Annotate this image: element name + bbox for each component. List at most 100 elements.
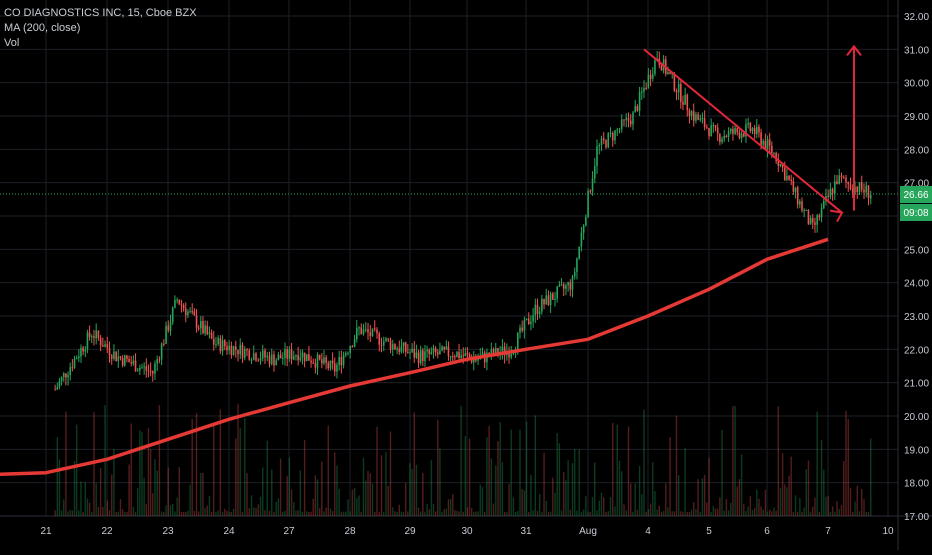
volume-bar xyxy=(347,499,349,516)
candle-body xyxy=(78,356,80,359)
candle-body xyxy=(382,341,385,346)
candle-body xyxy=(93,336,95,339)
candle-body xyxy=(805,209,808,211)
candle-body xyxy=(510,354,513,358)
volume-bar xyxy=(486,437,488,516)
volume-bar xyxy=(571,463,574,516)
candle-body xyxy=(394,344,396,350)
candle-body xyxy=(809,217,812,225)
x-axis[interactable]: 21 22 23 24 27 28 29 30 31 Aug 4 5 6 7 10 xyxy=(40,526,894,537)
volume-bar xyxy=(867,511,870,516)
candle-body xyxy=(675,90,678,93)
candle-body xyxy=(847,182,850,185)
volume-bar xyxy=(160,511,163,516)
candle-body xyxy=(281,357,284,359)
volume-bar xyxy=(847,419,849,516)
candle-body xyxy=(647,74,650,88)
volume-bar xyxy=(605,511,607,516)
volume-bar xyxy=(288,457,291,516)
candle-body xyxy=(796,187,799,205)
volume-bar xyxy=(121,509,124,516)
volume-bar xyxy=(499,422,501,516)
breakout-arrowhead xyxy=(846,44,862,56)
candle-body xyxy=(596,146,598,166)
candle-body xyxy=(167,325,170,331)
candle-body xyxy=(565,285,567,289)
candle-body xyxy=(176,299,178,301)
candle-body xyxy=(115,351,117,361)
candle-body xyxy=(716,127,719,134)
volume-bar xyxy=(88,502,91,516)
volume-bar xyxy=(204,507,206,516)
volume-bar xyxy=(321,461,323,516)
candle-body xyxy=(756,126,758,135)
symbol-title[interactable]: CO DIAGNOSTICS INC, 15, Cboe BZX xyxy=(4,7,197,19)
volume-bar xyxy=(658,505,661,516)
volume-bar xyxy=(652,462,654,516)
candle-body xyxy=(409,352,411,354)
y-tick-label: 25.00 xyxy=(904,245,929,256)
volume-bar xyxy=(775,510,777,516)
volume-bar xyxy=(470,507,473,516)
candle-body xyxy=(208,332,211,335)
volume-bar xyxy=(706,502,708,516)
candle-body xyxy=(314,363,317,368)
volume-bar xyxy=(523,490,526,516)
volume-bar xyxy=(849,487,852,516)
volume-bar xyxy=(358,495,360,516)
volume-bar xyxy=(530,474,532,516)
volume-bar xyxy=(219,409,222,516)
volume-bar xyxy=(84,482,86,516)
volume-bar xyxy=(454,510,456,516)
volume-bar xyxy=(723,510,725,516)
volume-bar xyxy=(747,506,749,516)
candle-body xyxy=(562,284,565,289)
volume-bar xyxy=(756,489,758,516)
x-tick-label: 22 xyxy=(101,526,113,537)
volume-bar xyxy=(614,506,616,516)
candle-body xyxy=(396,348,398,350)
volume-bar xyxy=(786,487,788,516)
volume-bar xyxy=(725,499,728,516)
volume-indicator-label[interactable]: Vol xyxy=(4,37,20,49)
x-tick-label: 27 xyxy=(283,526,295,537)
volume-bar xyxy=(556,433,558,516)
volume-bar xyxy=(71,510,74,516)
candle-body xyxy=(560,284,563,286)
candle-body xyxy=(501,346,504,353)
volume-bar xyxy=(594,462,596,516)
volume-bar xyxy=(65,411,67,516)
volume-bar xyxy=(394,511,396,516)
candle-body xyxy=(602,138,605,141)
volume-bar xyxy=(108,509,111,516)
candle-body xyxy=(684,94,686,105)
volume-bar xyxy=(439,448,441,516)
volume-bar xyxy=(329,508,332,516)
candle-body xyxy=(831,188,834,194)
volume-bar xyxy=(277,498,280,516)
candle-body xyxy=(270,354,273,364)
candle-body xyxy=(838,175,841,185)
candle-body xyxy=(367,329,369,333)
candle-body xyxy=(290,349,293,360)
y-tick-label: 20.00 xyxy=(904,412,929,423)
candle-body xyxy=(869,195,872,199)
candle-body xyxy=(781,163,784,168)
volume-bar xyxy=(221,511,224,516)
volume-bar xyxy=(703,474,706,516)
candle-body xyxy=(338,357,340,365)
candle-body xyxy=(616,129,619,131)
candle-body xyxy=(712,125,715,127)
candle-body xyxy=(497,347,499,356)
candle-body xyxy=(195,315,198,328)
volume-bar xyxy=(167,467,169,516)
volume-bar xyxy=(514,511,517,516)
candle-body xyxy=(428,349,431,354)
volume-bar xyxy=(565,480,567,516)
ma-indicator-label[interactable]: MA (200, close) xyxy=(4,22,81,34)
volume-bar xyxy=(338,488,340,516)
candle-body xyxy=(303,352,306,362)
candle-body xyxy=(636,106,639,111)
